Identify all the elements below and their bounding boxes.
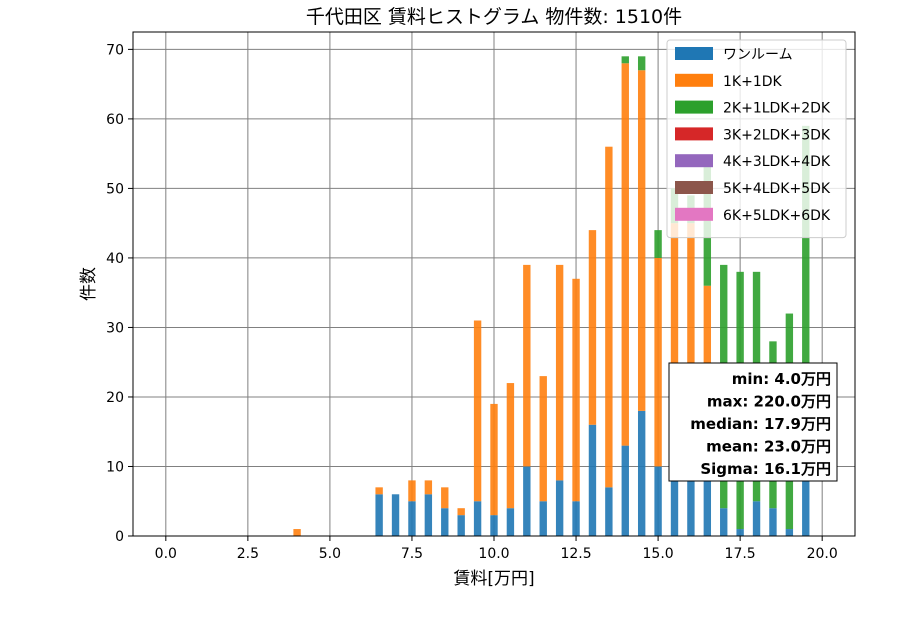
y-tick-label: 70 <box>106 42 124 58</box>
bar-segment <box>621 56 629 64</box>
bar-segment <box>621 63 629 446</box>
legend-swatch <box>675 154 713 168</box>
x-tick-label: 15.0 <box>643 546 674 562</box>
y-tick-label: 10 <box>106 459 124 475</box>
bar-segment <box>424 480 433 495</box>
bar-segment <box>703 466 712 536</box>
bar-segment <box>670 223 679 481</box>
bar-segment <box>687 223 695 481</box>
bar-segment <box>539 376 547 502</box>
stats-line: min: 4.0万円 <box>732 370 831 388</box>
x-tick-label: 0.0 <box>155 546 177 562</box>
bar-segment <box>654 466 662 536</box>
bar-segment <box>293 529 301 536</box>
legend-swatch <box>675 100 713 114</box>
stats-line: median: 17.9万円 <box>690 415 831 433</box>
bar-segment <box>736 529 744 536</box>
bar-segment <box>391 494 400 536</box>
bar-segment <box>490 515 498 536</box>
y-tick-label: 30 <box>106 320 124 336</box>
bar-segment <box>523 466 531 536</box>
bar-segment <box>424 494 433 536</box>
bar-segment <box>588 230 597 425</box>
bar-segment <box>441 487 449 509</box>
bar-segment <box>473 501 482 536</box>
x-tick-label: 5.0 <box>319 546 341 562</box>
bar-segment <box>769 508 777 536</box>
stats-line: max: 220.0万円 <box>707 393 831 411</box>
bar-segment <box>572 278 580 502</box>
bar-segment <box>375 494 383 536</box>
bar-segment <box>457 515 465 536</box>
legend-swatch <box>675 127 713 141</box>
bar-segment <box>506 383 515 509</box>
bar-segment <box>441 508 449 536</box>
y-tick-label: 50 <box>106 181 124 197</box>
x-tick-label: 10.0 <box>478 546 509 562</box>
bar-segment <box>752 501 761 536</box>
bar-segment <box>637 410 646 536</box>
legend-swatch <box>675 73 713 87</box>
legend-swatch <box>675 47 713 60</box>
legend-label: 6K+5LDK+6DK <box>723 208 831 224</box>
y-tick-label: 20 <box>106 390 124 406</box>
y-tick-label: 60 <box>106 112 124 128</box>
legend-label: ワンルーム <box>723 47 793 63</box>
bar-segment <box>605 487 613 536</box>
y-axis-ticks: 0 10 20 30 40 50 60 70 <box>106 42 133 545</box>
bar-segment <box>473 320 482 502</box>
bar-segment <box>621 445 629 536</box>
legend-swatch <box>675 207 713 221</box>
bar-segment <box>408 480 416 502</box>
legend-swatch <box>675 181 713 194</box>
bar-segment <box>654 230 662 258</box>
bar-segment <box>572 501 580 536</box>
bar-segment <box>687 480 695 536</box>
bar-segment <box>375 487 383 495</box>
bar-segment <box>802 125 810 467</box>
bar-segment <box>637 70 646 411</box>
bar-segment <box>720 508 728 536</box>
bar-segment <box>523 264 531 467</box>
x-axis-ticks: 0.0 2.5 5.0 7.5 10.0 12.5 15.0 17.5 20.0 <box>155 536 838 562</box>
bar-segment <box>670 480 679 536</box>
bar-segment <box>555 264 564 481</box>
legend-label: 4K+3LDK+4DK <box>723 154 831 170</box>
bar-segment <box>408 501 416 536</box>
y-axis-title: 件数 <box>79 267 99 301</box>
legend-label: 5K+4LDK+5DK <box>723 181 831 197</box>
y-tick-label: 40 <box>106 251 124 267</box>
bar-segment <box>637 56 646 71</box>
x-tick-label: 17.5 <box>725 546 756 562</box>
y-tick-label: 0 <box>115 529 124 545</box>
bar-segment <box>588 424 597 536</box>
x-tick-label: 7.5 <box>401 546 423 562</box>
stats-line: mean: 23.0万円 <box>706 438 831 456</box>
bar-segment <box>555 480 564 536</box>
bar-segment <box>785 529 794 536</box>
legend-label: 2K+1LDK+2DK <box>723 101 831 117</box>
chart-title: 千代田区 賃料ヒストグラム 物件数: 1510件 <box>306 6 682 28</box>
bar-segment <box>506 508 515 536</box>
stats-box: min: 4.0万円 max: 220.0万円 median: 17.9万円 mean… <box>668 362 838 482</box>
bar-segment <box>490 403 498 516</box>
bar-segment <box>605 146 613 488</box>
stats-line: Sigma: 16.1万円 <box>700 460 831 478</box>
bar-segment <box>457 508 465 516</box>
bar-segment <box>654 257 662 467</box>
legend-label: 3K+2LDK+3DK <box>723 127 831 143</box>
x-tick-label: 2.5 <box>237 546 259 562</box>
bar-segment <box>539 501 547 536</box>
legend: ワンルーム 1K+1DK 2K+1LDK+2DK 3K+2LDK+3DK 4K+3LDK… <box>666 39 847 239</box>
x-tick-label: 20.0 <box>807 546 838 562</box>
legend-label: 1K+1DK <box>723 74 783 90</box>
stats-box-frame <box>668 362 838 482</box>
bar-segment <box>802 466 810 536</box>
x-axis-title: 賃料[万円] <box>453 569 534 589</box>
x-tick-label: 12.5 <box>560 546 591 562</box>
